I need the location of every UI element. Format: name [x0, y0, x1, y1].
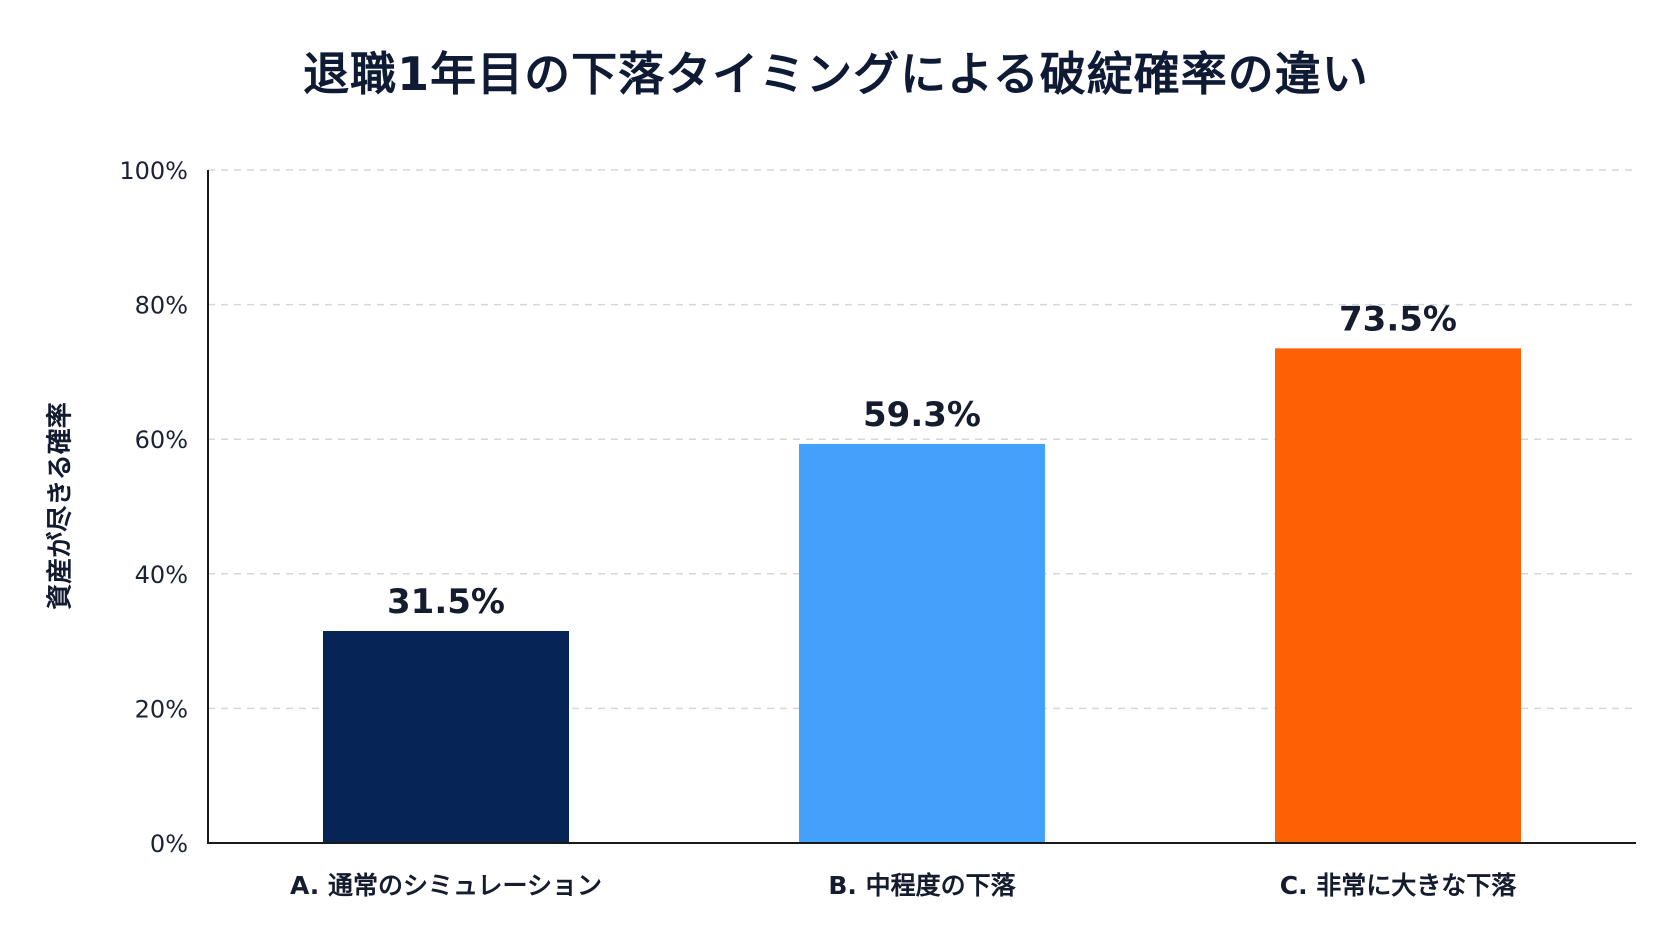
- category-label: B. 中程度の下落: [828, 871, 1016, 900]
- bar-value-label: 59.3%: [863, 395, 981, 435]
- bars: [323, 348, 1521, 843]
- y-tick-label: 0%: [150, 830, 188, 858]
- category-label: A. 通常のシミュレーション: [290, 871, 602, 900]
- bar-value-label: 31.5%: [387, 582, 505, 622]
- y-tick-label: 40%: [135, 561, 188, 589]
- bar: [1275, 348, 1521, 843]
- y-tick-label: 80%: [135, 292, 188, 320]
- category-labels: A. 通常のシミュレーション B. 中程度の下落 C. 非常に大きな下落: [290, 871, 1517, 900]
- y-tick-label: 100%: [119, 157, 188, 185]
- y-tick-label: 60%: [135, 426, 188, 454]
- value-labels: 31.5% 59.3% 73.5%: [387, 299, 1457, 622]
- chart-title: 退職1年目の下落タイミングによる破綻確率の違い: [303, 47, 1369, 101]
- bar: [799, 443, 1045, 843]
- bar-value-label: 73.5%: [1339, 299, 1457, 339]
- y-tick-label: 20%: [135, 695, 188, 723]
- bar: [323, 631, 569, 843]
- y-axis-ticks: 0% 20% 40% 60% 80% 100%: [119, 157, 188, 858]
- category-label: C. 非常に大きな下落: [1280, 871, 1518, 900]
